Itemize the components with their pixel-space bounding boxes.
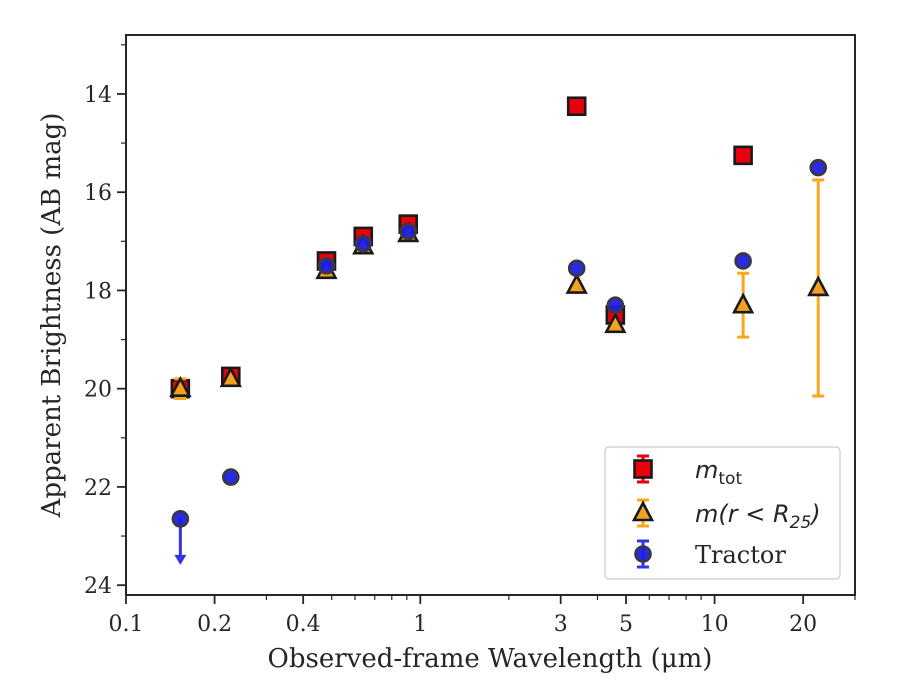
data-point-m-r-r25	[807, 275, 830, 297]
y-tick-label: 22	[84, 476, 112, 501]
legend-symbol-mtot	[633, 459, 653, 479]
data-point-m-r-r25	[731, 292, 755, 314]
legend-symbol-m-r-r25	[631, 500, 655, 522]
legend-label-mr25: m(r < R25)	[695, 500, 821, 533]
legend-box	[604, 446, 841, 580]
x-tick-label: 5	[619, 612, 633, 637]
legend-mtot-sub: tot	[718, 469, 742, 489]
legend-markers	[631, 454, 655, 569]
y-axis-label: Apparent Brightness (AB mag)	[37, 113, 67, 519]
series-mtot	[170, 96, 753, 399]
x-tick-label: 20	[789, 612, 817, 637]
axis-ticks: 0.1 0.2 0.4 1 3 5 10 20 14 16 18 20 22 24	[84, 44, 856, 637]
legend-label-mtot: mtot	[695, 456, 742, 489]
x-tick-label: 3	[554, 612, 568, 637]
data-point-tractor	[567, 259, 586, 278]
x-tick-label: 0.1	[109, 612, 144, 637]
y-tick-label: 24	[84, 574, 112, 599]
legend-label-tractor: Tractor	[695, 541, 786, 569]
data-point-m-r-r25	[604, 312, 627, 334]
legend-mr25-base: m(r < R	[695, 500, 790, 528]
y-tick-label: 18	[84, 279, 112, 304]
x-tick-label: 0.4	[286, 612, 321, 637]
legend-mr25-close: )	[809, 500, 820, 528]
legend-marker-m-r-r25	[631, 498, 655, 528]
x-axis-label: Observed-frame Wavelength (μm)	[268, 644, 713, 674]
data-point-tractor	[317, 257, 336, 275]
data-point-tractor	[171, 510, 190, 528]
legend: mtot m(r < R25) Tractor	[604, 446, 841, 580]
data-point-tractor	[354, 234, 373, 253]
series-tractor	[171, 158, 828, 565]
data-point-mtot	[733, 145, 753, 166]
legend-mtot-base: m	[695, 456, 718, 484]
data-point-tractor	[606, 296, 625, 314]
legend-marker-mtot	[633, 454, 653, 484]
legend-symbol-tractor	[634, 545, 652, 563]
x-tick-label: 1	[413, 612, 427, 637]
y-tick-label: 14	[84, 83, 112, 108]
data-point-m-r-r25	[169, 375, 192, 397]
x-tick-label: 10	[701, 612, 729, 637]
upper-limit-arrow-head	[174, 554, 187, 565]
y-tick-label: 16	[84, 181, 112, 206]
data-point-tractor	[809, 158, 828, 177]
legend-marker-tractor	[634, 539, 652, 569]
data-point-tractor	[399, 222, 418, 241]
data-point-tractor	[221, 468, 240, 486]
x-tick-label: 0.2	[197, 612, 232, 637]
data-point-mtot	[566, 96, 587, 117]
data-point-m-r-r25	[565, 272, 588, 294]
series-m-r-r25	[169, 178, 830, 401]
y-tick-label: 20	[84, 378, 112, 403]
plot-layer	[169, 96, 830, 565]
plot-frame	[125, 34, 856, 596]
legend-mr25-sub: 25	[790, 513, 812, 533]
data-point-tractor	[734, 252, 752, 270]
data-point-m-r-r25	[219, 366, 242, 388]
